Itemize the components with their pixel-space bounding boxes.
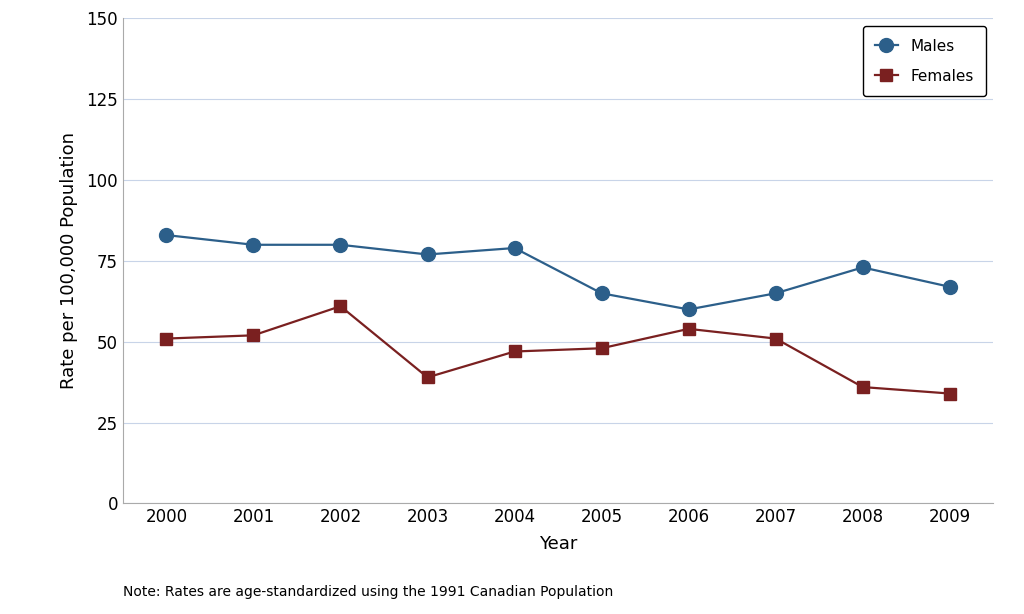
Y-axis label: Rate per 100,000 Population: Rate per 100,000 Population — [60, 133, 78, 389]
Males — [335, 241, 347, 249]
Males — [944, 283, 956, 290]
X-axis label: Year: Year — [539, 535, 578, 553]
Females — [596, 344, 608, 352]
Males — [857, 264, 869, 271]
Males — [769, 290, 781, 297]
Females — [769, 335, 781, 342]
Text: Note: Rates are age-standardized using the 1991 Canadian Population: Note: Rates are age-standardized using t… — [123, 585, 613, 599]
Females — [160, 335, 172, 342]
Line: Males: Males — [160, 228, 956, 316]
Line: Females: Females — [161, 301, 955, 399]
Males — [160, 231, 172, 239]
Females — [683, 325, 695, 333]
Females — [335, 303, 347, 310]
Females — [857, 383, 869, 391]
Males — [683, 306, 695, 313]
Males — [508, 244, 520, 252]
Males — [422, 251, 434, 258]
Females — [422, 374, 434, 381]
Legend: Males, Females: Males, Females — [862, 26, 986, 96]
Males — [596, 290, 608, 297]
Females — [944, 390, 956, 397]
Females — [508, 348, 520, 355]
Males — [248, 241, 260, 249]
Females — [248, 332, 260, 339]
